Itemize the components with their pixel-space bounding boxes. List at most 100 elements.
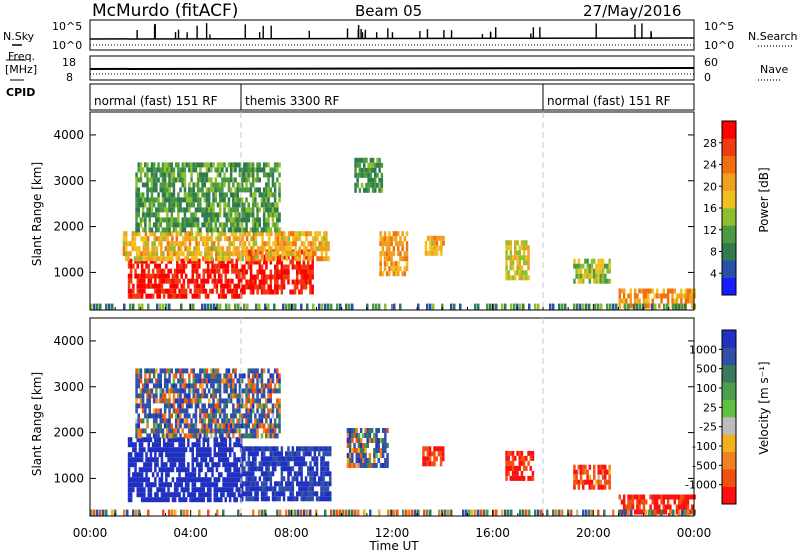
ground-scatter-cell bbox=[186, 509, 189, 516]
data-cell bbox=[247, 212, 250, 218]
data-cell bbox=[351, 448, 354, 453]
data-cell bbox=[155, 236, 159, 242]
data-cell bbox=[138, 293, 142, 299]
data-cell bbox=[223, 418, 226, 424]
data-cell bbox=[215, 442, 219, 448]
data-cell bbox=[629, 303, 632, 309]
data-cell bbox=[207, 428, 211, 434]
data-cell bbox=[198, 452, 201, 458]
data-cell bbox=[168, 378, 171, 384]
data-cell bbox=[271, 172, 275, 178]
data-cell bbox=[272, 241, 275, 247]
data-cell bbox=[238, 162, 242, 168]
data-cell bbox=[307, 471, 310, 477]
data-cell bbox=[296, 231, 299, 237]
data-cell bbox=[245, 172, 248, 178]
data-cell bbox=[245, 433, 248, 439]
ground-scatter-cell bbox=[429, 509, 432, 516]
data-cell bbox=[151, 442, 155, 448]
data-cell bbox=[263, 254, 266, 260]
data-cell bbox=[351, 463, 354, 468]
ground-scatter-cell bbox=[603, 509, 606, 516]
data-cell bbox=[270, 256, 273, 262]
data-cell bbox=[140, 236, 143, 242]
data-cell bbox=[182, 236, 185, 242]
data-cell bbox=[205, 433, 209, 439]
data-cell bbox=[262, 162, 266, 168]
data-cell bbox=[356, 177, 359, 183]
data-cell bbox=[180, 258, 183, 264]
data-cell bbox=[269, 274, 273, 280]
data-cell bbox=[601, 268, 605, 274]
data-cell bbox=[276, 251, 280, 257]
data-cell bbox=[677, 494, 681, 500]
data-cell bbox=[677, 293, 681, 299]
data-cell bbox=[196, 378, 200, 384]
data-cell bbox=[271, 428, 275, 434]
data-cell bbox=[234, 383, 237, 389]
data-cell bbox=[440, 235, 443, 241]
data-cell bbox=[316, 236, 319, 242]
data-cell bbox=[618, 303, 621, 309]
data-cell bbox=[202, 487, 205, 493]
data-cell bbox=[151, 251, 154, 257]
data-cell bbox=[140, 278, 144, 284]
data-cell bbox=[188, 378, 191, 384]
ground-scatter-cell bbox=[282, 303, 285, 310]
ground-scatter-cell bbox=[501, 509, 504, 516]
data-cell bbox=[141, 167, 145, 173]
data-cell bbox=[511, 275, 515, 281]
data-cell bbox=[300, 486, 303, 492]
data-cell bbox=[291, 259, 295, 265]
data-cell bbox=[265, 383, 268, 389]
data-cell bbox=[215, 497, 219, 503]
data-cell bbox=[234, 212, 237, 218]
data-cell bbox=[148, 403, 151, 409]
ground-scatter-cell bbox=[534, 509, 537, 516]
data-cell bbox=[215, 288, 219, 294]
data-cell bbox=[162, 231, 165, 237]
data-cell bbox=[267, 289, 270, 295]
data-cell bbox=[267, 217, 270, 223]
data-cell bbox=[223, 423, 226, 429]
data-cell bbox=[203, 423, 206, 429]
data-cell bbox=[186, 246, 189, 252]
data-cell bbox=[647, 288, 650, 294]
data-cell bbox=[263, 289, 266, 295]
data-cell bbox=[355, 438, 358, 443]
data-cell bbox=[314, 251, 317, 257]
data-cell bbox=[593, 258, 596, 264]
data-cell bbox=[522, 460, 526, 466]
data-cell bbox=[633, 293, 637, 299]
data-cell bbox=[184, 236, 187, 242]
data-cell bbox=[381, 236, 385, 242]
data-cell bbox=[638, 509, 641, 515]
data-cell bbox=[215, 236, 218, 242]
data-cell bbox=[160, 452, 164, 458]
colorbar-tick-label: 20 bbox=[703, 180, 717, 193]
data-cell bbox=[531, 450, 535, 456]
data-cell bbox=[511, 265, 515, 271]
data-cell bbox=[601, 273, 605, 279]
data-cell bbox=[309, 496, 312, 502]
data-cell bbox=[238, 388, 242, 394]
data-cell bbox=[249, 413, 253, 419]
data-cell bbox=[235, 273, 238, 279]
data-cell bbox=[320, 236, 324, 242]
data-cell bbox=[351, 458, 354, 463]
data-cell bbox=[135, 256, 139, 262]
ground-scatter-cell bbox=[315, 509, 318, 516]
data-cell bbox=[251, 217, 255, 223]
data-cell bbox=[258, 284, 262, 290]
data-cell bbox=[240, 403, 244, 409]
data-cell bbox=[176, 457, 179, 463]
data-cell bbox=[285, 256, 288, 262]
data-cell bbox=[597, 484, 600, 490]
data-cell bbox=[252, 471, 255, 477]
data-cell bbox=[147, 283, 150, 289]
data-cell bbox=[170, 192, 173, 198]
data-cell bbox=[440, 250, 443, 256]
data-cell bbox=[357, 443, 361, 448]
data-cell bbox=[265, 289, 268, 295]
data-cell bbox=[156, 263, 159, 269]
